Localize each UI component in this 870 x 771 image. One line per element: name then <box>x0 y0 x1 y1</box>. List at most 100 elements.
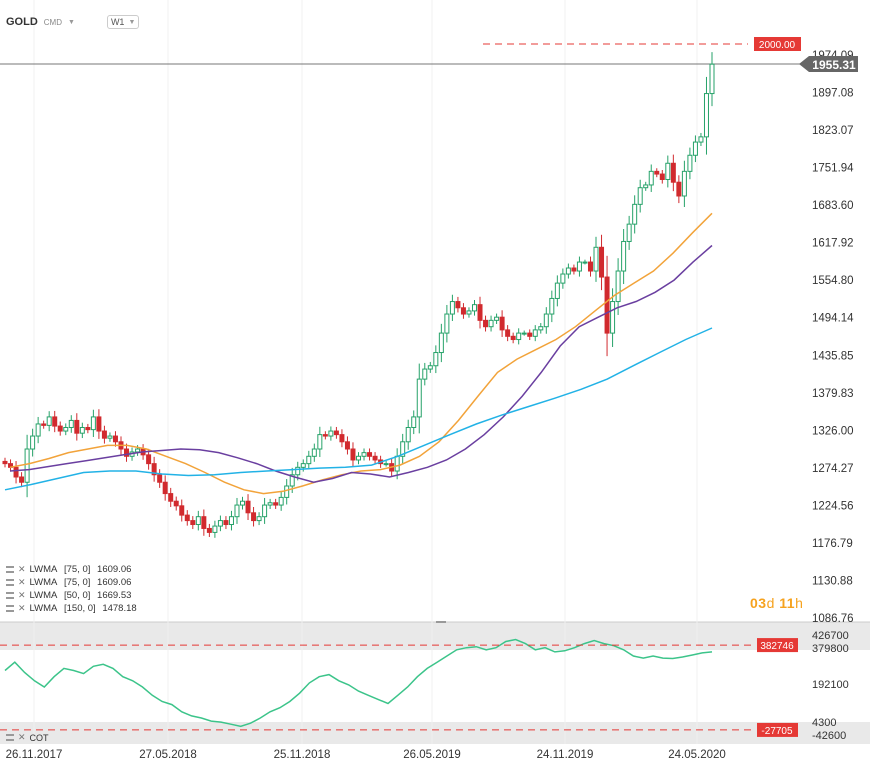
cot-line <box>4 638 713 728</box>
candle-body <box>599 246 605 278</box>
close-icon[interactable]: ✕ <box>18 603 26 613</box>
candle-body <box>516 332 522 341</box>
candle-body <box>24 448 30 483</box>
lower-panel-top-band <box>0 622 870 650</box>
candle-body <box>146 454 152 465</box>
candle-body <box>217 520 223 527</box>
countdown-hours: 11 <box>779 595 796 611</box>
candle-body <box>422 368 428 380</box>
candle-body <box>532 329 538 337</box>
legend-value: 1609.06 <box>97 564 132 575</box>
candle-body <box>13 466 19 478</box>
price-tick-label: 1086.76 <box>812 613 854 625</box>
candle-body <box>654 170 660 175</box>
legend-row[interactable]: ✕ LWMA [150, 0] 1478.18 <box>6 602 137 615</box>
candle-body <box>692 141 698 156</box>
candle-body <box>460 307 466 315</box>
price-tick-label: 1130.88 <box>812 575 853 587</box>
legend-name: LWMA <box>29 590 58 601</box>
candle-body <box>96 416 102 432</box>
candle-body <box>311 448 317 457</box>
menu-icon[interactable] <box>6 566 14 573</box>
timeframe-label: W1 <box>110 17 125 27</box>
candle-body <box>394 455 400 472</box>
menu-icon[interactable] <box>6 605 14 612</box>
legend-row[interactable]: ✕ LWMA [50, 0] 1669.53 <box>6 589 137 602</box>
candle-body <box>554 282 560 299</box>
candle-body <box>289 474 295 487</box>
candle-body <box>648 170 654 186</box>
candle-body <box>626 223 632 242</box>
candle-body <box>295 466 301 476</box>
candle-body <box>278 496 284 506</box>
candle-body <box>543 313 549 328</box>
candle-body <box>687 154 693 172</box>
menu-icon[interactable] <box>6 734 14 741</box>
chart-toolbar: GOLD CMD ▼ W1 ▼ <box>6 12 140 32</box>
legend-row[interactable]: ✕ LWMA [75, 0] 1609.06 <box>6 563 137 576</box>
candle-body <box>267 502 273 506</box>
candle-body <box>615 270 621 303</box>
candle-body <box>576 261 582 272</box>
candle-body <box>670 162 676 183</box>
close-icon[interactable]: ✕ <box>18 590 26 600</box>
legend-value: 1609.06 <box>97 577 132 588</box>
chevron-down-icon[interactable]: ▼ <box>68 18 75 26</box>
legend-value: 1478.18 <box>102 603 137 614</box>
candle-body <box>356 455 361 461</box>
candle-body <box>333 430 339 436</box>
candle-body <box>206 527 212 533</box>
price-tick-label: 1554.80 <box>812 275 854 287</box>
candle-body <box>610 301 616 334</box>
candle-body <box>240 500 246 506</box>
alert-price-label: 2000.00 <box>759 40 796 51</box>
candle-body <box>63 426 69 432</box>
candle-body <box>367 452 373 457</box>
candle-body <box>604 276 610 334</box>
legend-row[interactable]: ✕ LWMA [75, 0] 1609.06 <box>6 576 137 589</box>
candle-body <box>455 301 461 309</box>
legend-params: [75, 0] <box>63 564 91 575</box>
close-icon[interactable]: ✕ <box>18 732 26 742</box>
lwma-75-line <box>9 212 713 495</box>
candle-body <box>449 301 455 315</box>
candle-body <box>427 365 433 370</box>
timeframe-selector[interactable]: W1 ▼ <box>106 15 140 29</box>
countdown-days-unit: d <box>766 595 775 611</box>
cot-label: COT <box>29 732 49 743</box>
price-tick-label: 1751.94 <box>812 163 854 175</box>
cot-lower-level-label: -27705 <box>761 726 793 737</box>
cot-legend[interactable]: ✕ COT <box>6 732 49 743</box>
legend-params: [150, 0] <box>63 603 96 614</box>
close-icon[interactable]: ✕ <box>18 577 26 587</box>
cot-tick-label: 192100 <box>812 679 849 691</box>
candle-body <box>195 516 201 526</box>
close-icon[interactable]: ✕ <box>18 564 26 574</box>
menu-icon[interactable] <box>6 579 14 586</box>
candle-body <box>494 316 500 321</box>
symbol-label[interactable]: GOLD <box>6 16 38 28</box>
candle-body <box>637 187 643 205</box>
candle-body <box>251 512 257 522</box>
cot-tick-label: 426700 <box>812 630 849 642</box>
candle-body <box>322 434 328 437</box>
candle-body <box>350 448 356 461</box>
candle-body <box>681 170 687 197</box>
price-tick-label: 1435.85 <box>812 350 854 362</box>
candle-body <box>527 332 533 337</box>
price-tick-label: 1494.14 <box>812 313 854 325</box>
candle-body <box>157 474 163 483</box>
candle-body <box>173 500 179 507</box>
candle-body <box>643 184 649 189</box>
menu-icon[interactable] <box>6 592 14 599</box>
date-tick-label: 25.11.2018 <box>274 749 331 761</box>
candle-body <box>79 426 85 434</box>
candle-body <box>565 267 571 275</box>
lwma-150-line <box>4 327 713 491</box>
candle-body <box>416 378 422 418</box>
candle-body <box>57 425 63 432</box>
candle-body <box>284 485 290 498</box>
candle-body <box>30 435 36 450</box>
candle-body <box>676 181 682 197</box>
